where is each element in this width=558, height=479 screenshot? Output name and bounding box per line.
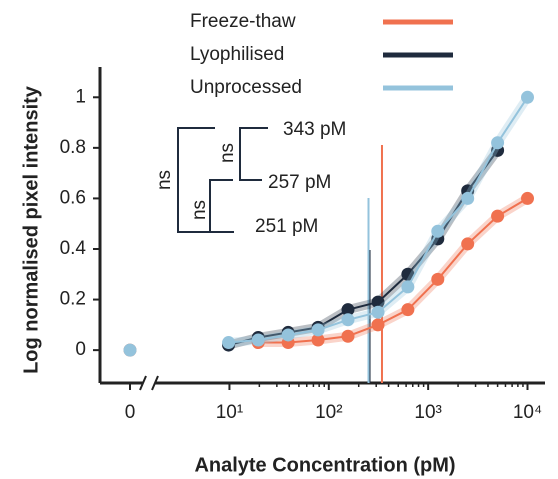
legend-label: Lyophilised [190,44,284,65]
data-point [311,323,325,337]
y-tick-label: 0.2 [60,289,86,310]
lod-label: 251 pM [255,216,318,237]
lod-label: 343 pM [283,119,346,140]
data-point [491,136,505,150]
lod-label: 257 pM [268,172,331,193]
fit-line [258,197,529,344]
y-axis-title: Log normalised pixel intensity [20,85,42,374]
data-point [341,303,355,317]
sig-label: ns [154,170,175,190]
axis-break [139,375,159,391]
data-point [123,343,137,357]
data-point [521,90,535,104]
data-point [521,191,535,205]
data-point [461,191,475,205]
brackets [177,127,268,233]
data-point [371,305,385,319]
y-tick-label: 0.6 [60,187,86,208]
data-point [401,280,415,294]
data-point [222,336,236,350]
sig-label: ns [217,143,238,163]
data-point [401,303,415,317]
data-point [281,328,295,342]
data-point [491,209,505,223]
data-point [341,313,355,327]
data-point [461,237,475,251]
legend-label: Freeze-thaw [190,11,296,32]
x-tick-label: 10² [315,402,342,423]
x-axis-title: Analyte Concentration (pM) [194,454,455,476]
sig-label: ns [189,200,210,220]
data-point [341,329,355,343]
y-tick-label: 0.8 [60,137,86,158]
y-tick-label: 0.4 [60,238,87,259]
y-tick-label: 1 [75,86,86,107]
x-tick-label: 10¹ [216,402,243,423]
data-point [401,267,415,281]
y-tick-label: 0 [75,339,86,360]
x-tick-label: 0 [125,402,136,423]
data-point [431,272,445,286]
legend-label: Unprocessed [190,77,302,98]
x-tick-label: 10³ [414,402,441,423]
data-point [251,333,265,347]
x-tick-label: 10⁴ [513,402,542,423]
data-point [371,318,385,332]
data-point [371,295,385,309]
data-point [311,333,325,347]
data-point [431,224,445,238]
